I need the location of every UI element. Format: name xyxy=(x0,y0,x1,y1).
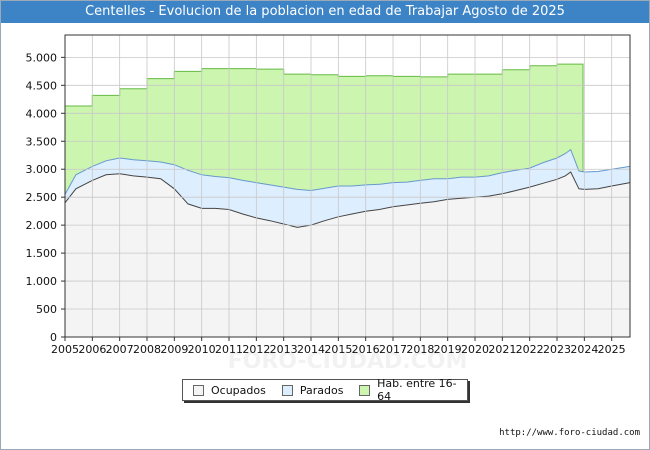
x-tick-label: 2007 xyxy=(106,343,134,356)
y-tick-label: 5.000 xyxy=(26,51,58,64)
x-tick-label: 2019 xyxy=(434,343,462,356)
legend-item-ocupados: Ocupados xyxy=(193,384,266,397)
y-tick-label: 4.000 xyxy=(26,107,58,120)
chart-title: Centelles - Evolucion de la poblacion en… xyxy=(1,1,649,23)
x-tick-label: 2011 xyxy=(215,343,243,356)
x-tick-label: 2021 xyxy=(488,343,516,356)
x-tick-label: 2013 xyxy=(270,343,298,356)
y-tick-label: 3.000 xyxy=(26,163,58,176)
series-area-ocupados xyxy=(65,172,630,337)
y-tick-label: 500 xyxy=(36,303,57,316)
x-tick-label: 2015 xyxy=(324,343,352,356)
legend-item-hab: Hab. entre 16-64 xyxy=(359,377,467,403)
x-tick-label: 2022 xyxy=(516,343,544,356)
chart-legend: Ocupados Parados Hab. entre 16-64 xyxy=(182,377,468,403)
y-tick-label: 1.000 xyxy=(26,275,58,288)
y-tick-label: 2.000 xyxy=(26,219,58,232)
x-tick-label: 2012 xyxy=(242,343,270,356)
source-link[interactable]: http://www.foro-ciudad.com xyxy=(499,428,640,438)
y-tick-label: 3.500 xyxy=(26,135,58,148)
legend-label-parados: Parados xyxy=(299,383,344,397)
x-tick-label: 2020 xyxy=(461,343,489,356)
plot-border xyxy=(64,34,631,338)
x-tick-label: 2010 xyxy=(188,343,216,356)
x-tick-label: 2023 xyxy=(543,343,571,356)
x-tick-label: 2024 xyxy=(570,343,598,356)
legend-swatch-ocupados xyxy=(193,384,204,396)
x-tick-label: 2014 xyxy=(297,343,325,356)
x-tick-label: 2006 xyxy=(78,343,106,356)
x-tick-label: 2025 xyxy=(598,343,626,356)
y-tick-label: 2.500 xyxy=(26,191,58,204)
x-tick-label: 2017 xyxy=(379,343,407,356)
x-tick-label: 2005 xyxy=(51,343,79,356)
x-tick-label: 2009 xyxy=(160,343,188,356)
series-line-ocupados xyxy=(64,171,631,228)
x-tick-label: 2018 xyxy=(406,343,434,356)
y-tick-label: 0 xyxy=(50,331,57,344)
legend-label-ocupados: Ocupados xyxy=(211,383,266,397)
y-tick-label: 4.500 xyxy=(26,79,58,92)
legend-swatch-hab xyxy=(359,384,371,396)
legend-swatch-parados xyxy=(281,384,293,396)
series-line-parados xyxy=(64,148,631,195)
y-tick-label: 1.500 xyxy=(26,247,58,260)
x-tick-label: 2008 xyxy=(133,343,161,356)
x-tick-label: 2016 xyxy=(352,343,380,356)
legend-item-parados: Parados xyxy=(281,383,344,397)
legend-label-hab: Hab. entre 16-64 xyxy=(377,377,457,403)
watermark-text: FORO-CIUDAD.COM xyxy=(228,349,468,374)
